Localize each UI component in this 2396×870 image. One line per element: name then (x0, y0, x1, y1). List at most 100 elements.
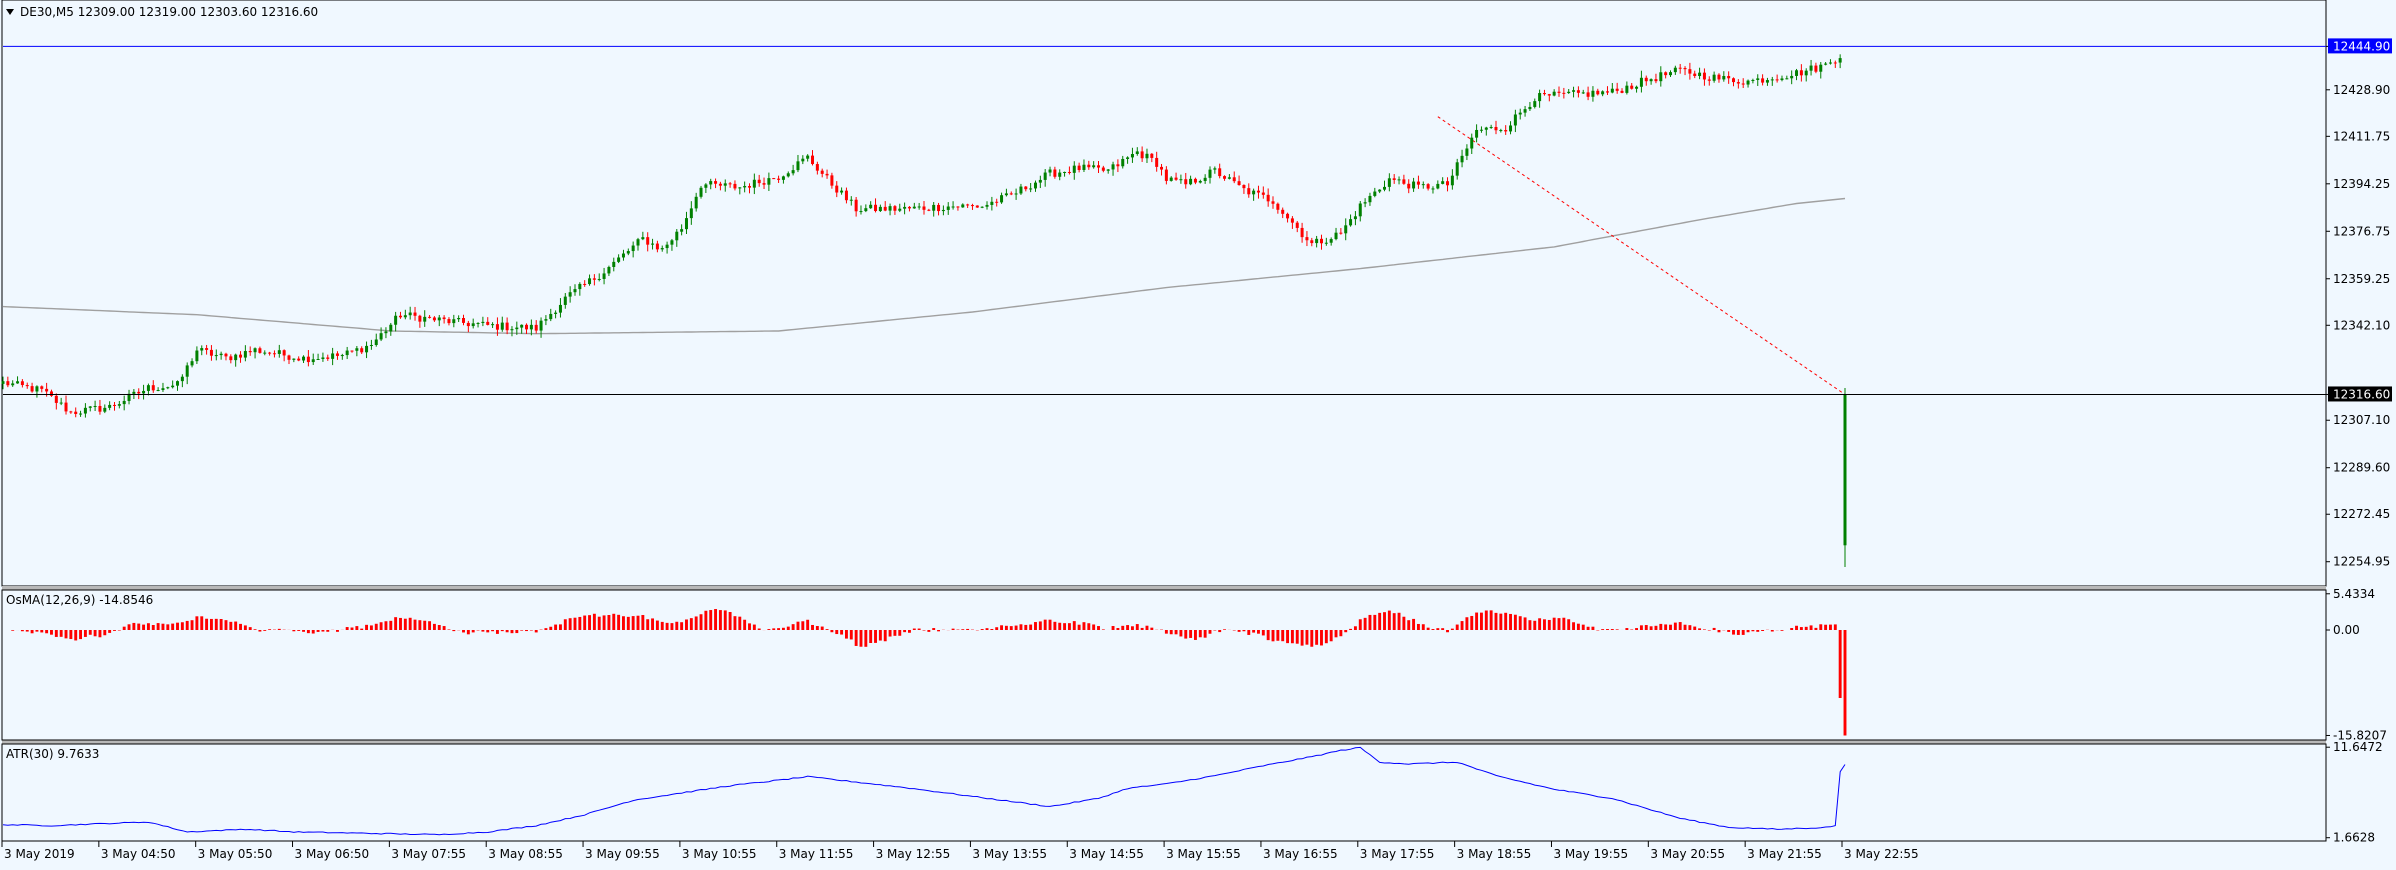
candle-body (1004, 193, 1008, 196)
candle-body (1446, 181, 1450, 186)
candle-body (1329, 239, 1333, 243)
candle-body (801, 158, 805, 162)
candle-body (1295, 222, 1299, 228)
candle-body (874, 204, 878, 212)
candle-body (224, 353, 228, 357)
candle-body (849, 199, 853, 201)
triangle-down-icon[interactable] (6, 9, 14, 15)
candle-body (360, 348, 364, 353)
time-tick-label: 3 May 10:55 (682, 847, 757, 861)
candle-body (1382, 186, 1387, 190)
atr-axis: 11.6472 1.6628 (2326, 740, 2383, 845)
candle-body (185, 365, 189, 377)
candle-body (200, 348, 204, 351)
candle-body (757, 179, 761, 184)
pane-divider-atr[interactable] (2, 740, 2326, 744)
candle-body (190, 361, 194, 366)
time-tick-label: 3 May 04:50 (101, 847, 176, 861)
candle-body (830, 175, 834, 186)
candle-body (486, 321, 490, 325)
candle-body (1227, 177, 1231, 179)
candle-body (636, 239, 640, 246)
candle-body (1014, 193, 1018, 195)
candle-body (515, 327, 519, 330)
candle-body (961, 204, 965, 208)
candle-body (578, 283, 582, 290)
osma-title: OsMA(12,26,9) -14.8546 (6, 593, 153, 607)
candle-body (1416, 181, 1420, 185)
candle-body (529, 324, 533, 330)
candle-body (1106, 169, 1110, 171)
price-lines (3, 45, 2326, 395)
candle-body (588, 278, 592, 285)
candle-body (1450, 175, 1454, 186)
candle-body (1101, 167, 1105, 171)
candle-body (1189, 178, 1193, 185)
candle-body (1033, 182, 1037, 189)
price-tick-label: 12411.75 (2333, 129, 2390, 143)
candle-body (1688, 69, 1692, 74)
pane-divider-osma[interactable] (2, 586, 2326, 590)
time-axis[interactable]: 3 May 2019 3 May 04:50 3 May 05:50 3 May 06… (1, 841, 1919, 861)
candle-body (1358, 203, 1362, 217)
candle-body (1824, 63, 1828, 65)
candle-body (684, 218, 688, 230)
trend-line[interactable] (1437, 116, 1846, 395)
candle-body (1058, 172, 1062, 177)
candle-body (1213, 168, 1217, 170)
candle-body (1412, 181, 1416, 189)
candle-body (83, 407, 87, 414)
candle-body (869, 204, 873, 209)
candle-body (728, 183, 732, 185)
candle-body (840, 190, 844, 193)
candle-body (922, 206, 926, 210)
candle-body (1455, 162, 1459, 176)
candle-body (844, 190, 848, 201)
candle-body (592, 278, 596, 280)
candle-body (1576, 90, 1580, 93)
ask-price-tag (2328, 38, 2392, 54)
candle-body (500, 322, 504, 330)
candle-body (1785, 78, 1789, 80)
candle-body (558, 304, 562, 313)
candle-body (1702, 72, 1706, 80)
price-tick-label: 12289.60 (2333, 461, 2390, 475)
candle-body (970, 205, 974, 207)
candle-body (1770, 79, 1774, 81)
candle-body (675, 231, 679, 241)
candle-body (1562, 92, 1566, 94)
moving-average-path (2, 197, 1846, 335)
candle-body (1252, 190, 1256, 195)
candle-body (1605, 91, 1609, 93)
candle-body (1673, 67, 1677, 73)
candle-body (1324, 242, 1328, 244)
candle-body (1581, 92, 1585, 94)
candle-body (127, 393, 131, 401)
candle-body (1799, 70, 1803, 76)
candle-body (268, 352, 272, 354)
candle-body (1625, 85, 1629, 93)
candle-body (1795, 70, 1799, 76)
candle-body (311, 359, 315, 363)
candle-body (205, 348, 209, 350)
candle-body (1116, 164, 1120, 167)
candle-body (1479, 129, 1483, 131)
candle-body (1111, 164, 1115, 170)
candle-body (1741, 83, 1745, 85)
candle-body (583, 283, 587, 285)
osma-histogram (11, 609, 1847, 736)
candle-body (287, 355, 291, 360)
price-axis[interactable]: 12444.90 12428.90 12411.75 12394.25 12376.75… (2326, 38, 2392, 569)
price-tick-label: 12316.60 (2333, 387, 2390, 401)
candle-body (1523, 109, 1527, 113)
candle-body (1121, 158, 1125, 167)
candle-body (214, 355, 218, 357)
candle-body (1319, 238, 1323, 244)
candle-body (6, 381, 10, 386)
candle-body (786, 173, 790, 177)
candle-body (79, 413, 83, 415)
time-tick-label: 3 May 15:55 (1166, 847, 1241, 861)
candle-body (723, 183, 727, 186)
